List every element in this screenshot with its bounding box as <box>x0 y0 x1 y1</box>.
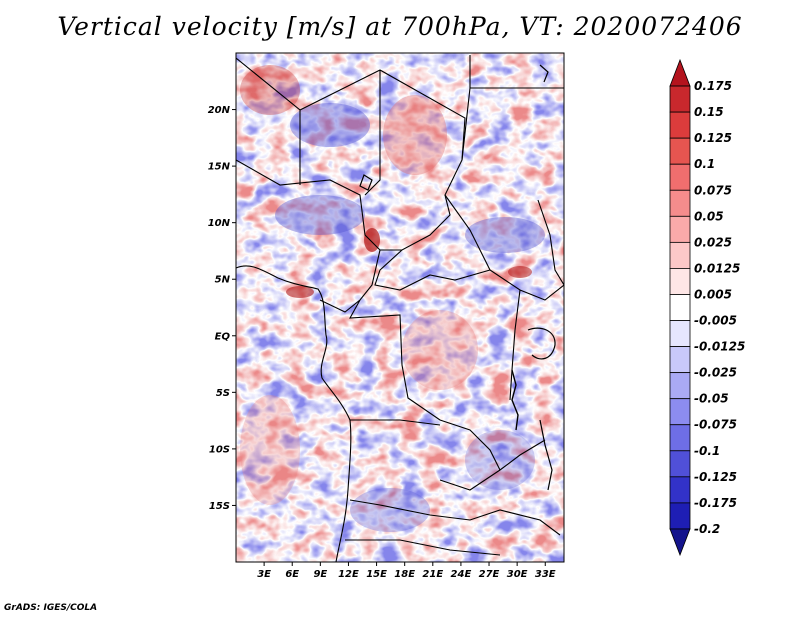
lake-victoria <box>527 327 556 360</box>
colorbar-swatch <box>669 398 691 426</box>
colorbar-swatch <box>669 346 691 374</box>
colorbar-swatch <box>669 111 691 139</box>
lat-tick-label: 15N <box>208 162 231 173</box>
updraft-core <box>286 286 314 298</box>
colorbar-swatch <box>669 189 691 217</box>
grads-credit: GrADS: IGES/COLA <box>4 603 98 613</box>
colorbar-level-label: 0.005 <box>694 287 732 301</box>
colorbar-swatch <box>669 476 691 504</box>
border-line <box>345 539 501 556</box>
colorbar-level-label: 0.175 <box>694 79 732 93</box>
colorbar-level-label: -0.2 <box>694 522 720 536</box>
lon-tick-label: 27E <box>479 569 500 580</box>
lat-tick-label: 10N <box>208 218 231 229</box>
colorbar: 0.175 0.15 0.125 0.1 0.075 0.05 0.025 0.0125 0.0… <box>669 58 745 557</box>
downdraft-region <box>465 217 545 253</box>
colorbar-level-label: 0.15 <box>694 105 724 119</box>
lon-tick-label: 6E <box>285 569 299 580</box>
colorbar-level-label: 0.075 <box>694 183 732 197</box>
border-line <box>539 64 549 83</box>
lake-chad <box>359 174 373 191</box>
updraft-core <box>508 266 532 278</box>
colorbar-level-label: -0.0125 <box>694 340 745 354</box>
lon-tick-label: 30E <box>507 569 528 580</box>
longitude-axis: 3E 6E 9E 12E 15E 18E 21E 24E 27E 30E 33E <box>257 562 556 580</box>
colorbar-swatch <box>669 163 691 191</box>
colorbar-level-label: -0.1 <box>694 444 720 458</box>
lat-tick-label: 15S <box>209 501 230 512</box>
lat-tick-label: 5N <box>215 275 231 286</box>
lon-tick-label: 9E <box>313 569 327 580</box>
colorbar-level-label: 0.1 <box>694 157 715 171</box>
lon-tick-label: 18E <box>394 569 415 580</box>
colorbar-swatch <box>669 137 691 165</box>
velocity-blobs <box>240 65 545 532</box>
colorbar-swatch <box>669 268 691 295</box>
map-frame <box>235 52 565 563</box>
lat-tick-label: 20N <box>208 105 231 116</box>
colorbar-level-label: -0.125 <box>694 470 737 484</box>
vertical-velocity-field <box>236 53 564 562</box>
border-line <box>299 69 466 251</box>
colorbar-swatch <box>669 320 691 347</box>
country-borders <box>236 55 564 562</box>
updraft-region <box>383 95 447 175</box>
colorbar-swatch <box>669 215 691 243</box>
colorbar-swatch <box>669 450 691 478</box>
colorbar-level-label: 0.05 <box>694 209 724 223</box>
colorbar-level-label: -0.05 <box>694 392 729 406</box>
colorbar-bottom-arrow <box>669 528 691 557</box>
border-line <box>236 159 381 313</box>
lon-tick-label: 21E <box>422 569 443 580</box>
colorbar-swatch <box>669 294 691 321</box>
lat-tick-label: 5S <box>216 388 230 399</box>
border-line <box>537 199 564 286</box>
lon-tick-label: 15E <box>366 569 387 580</box>
border-line <box>364 70 381 196</box>
border-line <box>439 439 546 491</box>
lake-malawi <box>539 419 553 491</box>
border-line <box>350 419 441 426</box>
colorbar-top-arrow <box>669 58 691 87</box>
latitude-axis: 20N 15N 10N 5N EQ 5S 10S 15S <box>208 105 236 512</box>
colorbar-level-label: -0.005 <box>694 314 737 328</box>
border-line <box>509 289 521 401</box>
colorbar-level-label: -0.175 <box>694 496 737 510</box>
lon-tick-label: 3E <box>257 569 271 580</box>
colorbar-swatch <box>669 424 691 452</box>
lake-tanganyika <box>511 369 519 431</box>
downdraft-region <box>290 103 370 147</box>
lon-tick-label: 33E <box>535 569 556 580</box>
downdraft-region <box>350 488 430 532</box>
colorbar-level-label: 0.125 <box>694 131 732 145</box>
border-line <box>349 499 561 536</box>
colorbar-swatch <box>669 85 691 113</box>
downdraft-region <box>465 430 535 490</box>
border-line <box>349 299 501 471</box>
border-line <box>236 57 301 185</box>
lon-tick-label: 12E <box>338 569 359 580</box>
colorbar-swatch <box>669 502 691 530</box>
updraft-region <box>240 65 300 115</box>
lat-tick-label: 10S <box>209 444 230 455</box>
border-line <box>444 194 564 301</box>
colorbar-swatch <box>669 241 691 269</box>
updraft-region <box>402 310 478 390</box>
colorbar-level-label: 0.025 <box>694 235 732 249</box>
map-title: Vertical velocity [m/s] at 700hPa, VT: 2… <box>57 12 743 41</box>
downdraft-region <box>275 195 365 235</box>
updraft-region <box>240 395 300 505</box>
colorbar-level-label: -0.075 <box>694 418 737 432</box>
coastline <box>236 265 352 562</box>
lat-tick-label: EQ <box>215 331 231 342</box>
colorbar-level-label: 0.0125 <box>694 261 740 275</box>
map-plot-area <box>235 52 565 563</box>
border-line <box>374 249 491 291</box>
updraft-core <box>364 228 380 252</box>
colorbar-level-label: -0.025 <box>694 366 737 380</box>
lon-tick-label: 24E <box>451 569 472 580</box>
colorbar-swatch <box>669 372 691 400</box>
